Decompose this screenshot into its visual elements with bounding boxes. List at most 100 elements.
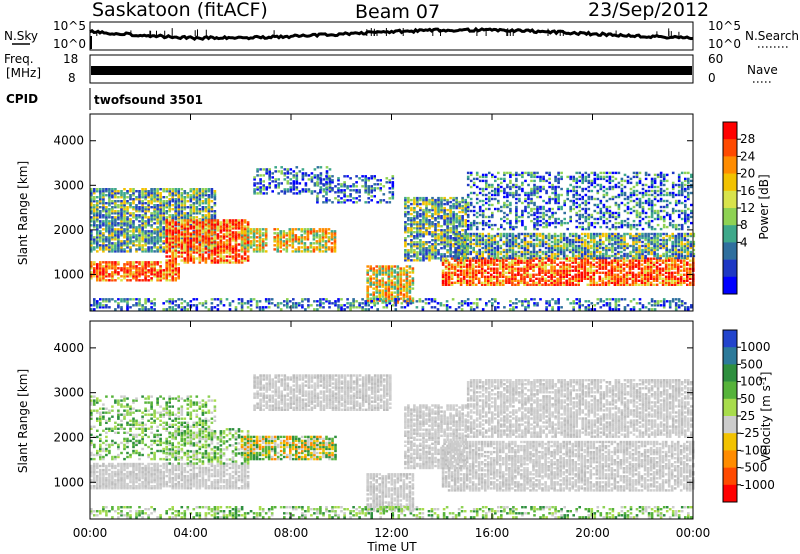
heatmap-cell xyxy=(523,254,527,258)
heatmap-cell xyxy=(99,200,102,203)
heatmap-cell xyxy=(168,216,171,219)
heatmap-cell xyxy=(264,250,268,253)
heatmap-cell xyxy=(628,273,632,276)
heatmap-cell xyxy=(514,279,517,282)
heatmap-cell xyxy=(419,251,422,254)
heatmap-cell xyxy=(577,265,580,268)
heatmap-cell xyxy=(477,261,481,264)
heatmap-cell xyxy=(219,257,223,260)
heatmap-cell xyxy=(459,263,463,266)
heatmap-cell xyxy=(638,246,641,250)
heatmap-cell xyxy=(556,263,559,266)
heatmap-cell xyxy=(625,275,629,278)
heatmap-cell xyxy=(132,192,135,195)
heatmap-cell xyxy=(171,241,174,244)
heatmap-cell xyxy=(460,244,463,248)
heatmap-cell xyxy=(298,182,302,185)
heatmap-cell xyxy=(346,185,349,188)
heatmap-cell xyxy=(150,194,153,197)
heatmap-cell xyxy=(334,197,337,200)
heatmap-cell xyxy=(129,196,132,199)
heatmap-cell xyxy=(132,263,135,266)
heatmap-cell xyxy=(526,240,530,244)
heatmap-cell xyxy=(367,185,370,188)
heatmap-cell xyxy=(144,269,147,272)
heatmap-cell xyxy=(676,283,680,286)
heatmap-cell xyxy=(102,277,105,280)
heatmap-cell xyxy=(379,199,382,202)
heatmap-cell xyxy=(201,200,205,203)
heatmap-cell xyxy=(252,228,256,231)
heatmap-cell xyxy=(153,200,156,203)
heatmap-cell xyxy=(592,259,596,262)
heatmap-cell xyxy=(240,246,244,249)
heatmap-cell xyxy=(484,261,487,264)
heatmap-cell xyxy=(337,199,340,202)
heatmap-cell xyxy=(550,265,553,268)
heatmap-cell xyxy=(102,248,105,251)
heatmap-cell xyxy=(150,192,153,195)
heatmap-cell xyxy=(529,275,532,278)
heatmap-cell xyxy=(99,277,102,280)
heatmap-cell xyxy=(404,198,407,202)
heatmap-cell xyxy=(443,239,446,242)
heatmap-cell xyxy=(662,252,665,256)
heatmap-cell xyxy=(653,250,656,254)
heatmap-cell xyxy=(437,221,440,224)
heatmap-cell xyxy=(431,255,434,258)
heatmap-cell xyxy=(471,277,475,280)
heatmap-cell xyxy=(295,192,299,195)
heatmap-cell xyxy=(511,279,514,282)
heatmap-cell xyxy=(508,248,512,252)
heatmap-cell xyxy=(641,250,644,254)
heatmap-cell xyxy=(408,295,412,298)
heatmap-cell xyxy=(571,259,574,262)
heatmap-cell xyxy=(650,250,653,254)
heatmap-cell xyxy=(428,198,431,202)
heatmap-cell xyxy=(213,253,217,256)
heatmap-cell xyxy=(590,236,593,240)
heatmap-cell xyxy=(544,269,547,272)
heatmap-cell xyxy=(240,225,244,228)
heatmap-cell xyxy=(276,246,279,249)
heatmap-cell xyxy=(102,269,105,272)
heatmap-cell xyxy=(422,210,425,214)
heatmap-cell xyxy=(376,179,379,182)
heatmap-cell xyxy=(391,177,395,180)
heatmap-cell xyxy=(454,248,457,252)
heatmap-cell xyxy=(108,196,111,199)
heatmap-cell xyxy=(457,252,460,256)
heatmap-cell xyxy=(649,273,653,276)
heatmap-cell xyxy=(117,238,120,241)
heatmap-cell xyxy=(165,279,168,282)
heatmap-cell xyxy=(204,206,208,209)
heatmap-cell xyxy=(568,234,572,238)
heatmap-cell xyxy=(147,234,150,237)
heatmap-cell xyxy=(559,248,563,252)
heatmap-cell xyxy=(407,229,410,232)
heatmap-cell xyxy=(132,216,135,219)
heatmap-cell xyxy=(634,265,638,268)
heatmap-cell xyxy=(574,246,578,250)
heatmap-cell xyxy=(189,196,193,199)
heatmap-cell xyxy=(159,240,162,243)
heatmap-cell xyxy=(407,206,410,210)
heatmap-cell xyxy=(469,252,472,256)
heatmap-cell xyxy=(132,271,135,274)
heatmap-cell xyxy=(123,277,126,280)
heatmap-cell xyxy=(452,217,455,220)
heatmap-cell xyxy=(620,234,623,238)
heatmap-cell xyxy=(404,249,407,252)
heatmap-cell xyxy=(538,265,541,268)
heatmap-cell xyxy=(286,176,290,179)
heatmap-cell xyxy=(487,265,490,268)
heatmap-cell xyxy=(431,221,434,224)
heatmap-cell xyxy=(402,269,406,272)
heatmap-cell xyxy=(309,242,313,245)
heatmap-cell xyxy=(120,192,123,195)
heatmap-cell xyxy=(93,220,96,223)
heatmap-cell xyxy=(449,245,452,248)
heatmap-cell xyxy=(568,232,572,236)
heatmap-cell xyxy=(602,232,605,236)
heatmap-cell xyxy=(444,259,448,262)
